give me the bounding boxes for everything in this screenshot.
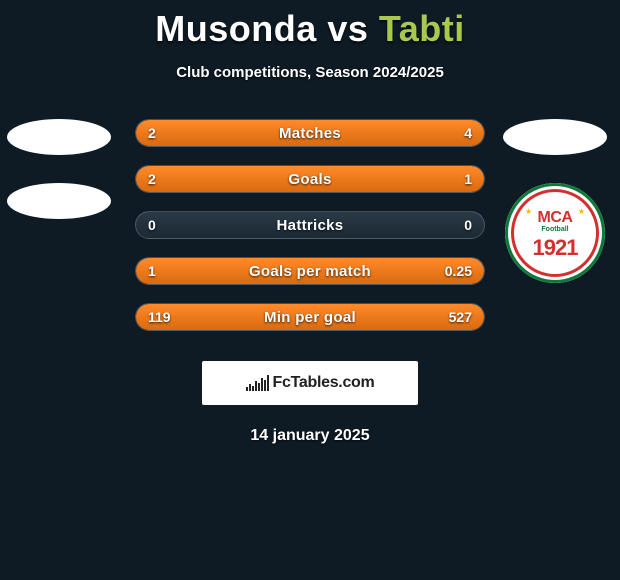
vs-text: vs — [327, 8, 368, 49]
club-acronym: MCA — [538, 209, 573, 227]
player2-avatar — [503, 119, 607, 155]
star-icon: ★ — [578, 207, 585, 216]
stat-bar-row: 24Matches — [135, 119, 485, 147]
player2-club-logo: ★ ★ MCA Football 1921 — [505, 183, 605, 283]
left-column — [4, 119, 114, 219]
club-year: 1921 — [533, 235, 578, 261]
player2-name: Tabti — [379, 8, 465, 49]
stat-bar-row: 119527Min per goal — [135, 303, 485, 331]
club-subtext: Football — [541, 226, 568, 233]
stat-bar-row: 21Goals — [135, 165, 485, 193]
bars-icon — [246, 375, 269, 391]
bar-label: Hattricks — [136, 212, 484, 238]
content-area: ★ ★ MCA Football 1921 24Matches 21Goals 00… — [0, 119, 620, 331]
snapshot-date: 14 january 2025 — [0, 427, 620, 445]
bar-label: Goals — [136, 166, 484, 192]
player1-club-placeholder — [7, 183, 111, 219]
bar-label: Min per goal — [136, 304, 484, 330]
footer-brand-text: FcTables.com — [273, 374, 375, 392]
stat-bar-row: 10.25Goals per match — [135, 257, 485, 285]
star-icon: ★ — [525, 207, 532, 216]
stat-bar-row: 00Hattricks — [135, 211, 485, 239]
comparison-title: Musonda vs Tabti — [0, 0, 620, 50]
player1-name: Musonda — [155, 8, 317, 49]
bar-label: Matches — [136, 120, 484, 146]
player1-avatar — [7, 119, 111, 155]
footer-brand-badge: FcTables.com — [202, 361, 418, 405]
stat-bars: 24Matches 21Goals 00Hattricks 10.25Goals pe… — [135, 119, 485, 331]
right-column: ★ ★ MCA Football 1921 — [500, 119, 610, 283]
bar-label: Goals per match — [136, 258, 484, 284]
subtitle: Club competitions, Season 2024/2025 — [0, 64, 620, 81]
